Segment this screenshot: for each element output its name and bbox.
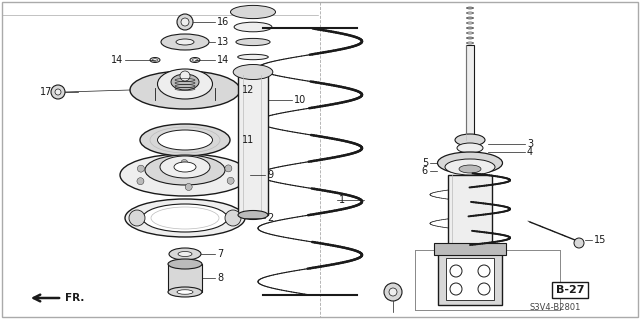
- Ellipse shape: [467, 37, 474, 39]
- Ellipse shape: [143, 204, 227, 232]
- Circle shape: [181, 160, 188, 167]
- Circle shape: [384, 283, 402, 301]
- Ellipse shape: [238, 211, 268, 219]
- Ellipse shape: [190, 57, 200, 63]
- Circle shape: [181, 18, 189, 26]
- Circle shape: [129, 210, 145, 226]
- Circle shape: [574, 238, 584, 248]
- Ellipse shape: [233, 64, 273, 79]
- Ellipse shape: [467, 32, 474, 34]
- Circle shape: [225, 165, 232, 172]
- Bar: [448, 175, 492, 255]
- Ellipse shape: [438, 152, 502, 174]
- Ellipse shape: [467, 22, 474, 24]
- Text: 16: 16: [217, 17, 229, 27]
- Bar: [168, 264, 202, 292]
- Text: 2: 2: [267, 213, 273, 223]
- Circle shape: [55, 89, 61, 95]
- Ellipse shape: [152, 59, 157, 61]
- Text: 1: 1: [339, 195, 345, 205]
- Ellipse shape: [168, 259, 202, 269]
- Ellipse shape: [467, 7, 474, 9]
- Circle shape: [389, 288, 397, 296]
- Ellipse shape: [169, 248, 201, 260]
- Ellipse shape: [157, 130, 212, 150]
- Circle shape: [138, 165, 145, 172]
- Text: 17: 17: [40, 87, 52, 97]
- Text: S3V4-B2801: S3V4-B2801: [529, 303, 580, 313]
- Ellipse shape: [467, 12, 474, 14]
- Ellipse shape: [171, 74, 199, 90]
- Ellipse shape: [177, 290, 193, 294]
- Ellipse shape: [467, 27, 474, 29]
- Ellipse shape: [125, 199, 245, 237]
- Ellipse shape: [455, 134, 485, 146]
- Circle shape: [137, 178, 144, 185]
- Bar: [438, 253, 502, 305]
- Text: 14: 14: [217, 55, 229, 65]
- Bar: [446, 258, 494, 300]
- Ellipse shape: [176, 39, 194, 45]
- Ellipse shape: [457, 143, 483, 153]
- Circle shape: [227, 177, 234, 184]
- Ellipse shape: [467, 17, 474, 19]
- Ellipse shape: [140, 124, 230, 156]
- Circle shape: [177, 14, 193, 30]
- Text: B-27: B-27: [556, 285, 584, 295]
- Ellipse shape: [150, 57, 160, 63]
- Ellipse shape: [160, 156, 210, 178]
- Text: 12: 12: [242, 85, 254, 95]
- Ellipse shape: [145, 155, 225, 185]
- Ellipse shape: [445, 159, 495, 175]
- Bar: [466, 45, 474, 140]
- Text: 10: 10: [294, 95, 307, 105]
- Ellipse shape: [236, 38, 270, 46]
- Text: 4: 4: [527, 147, 533, 157]
- Circle shape: [450, 265, 462, 277]
- Text: 9: 9: [267, 170, 273, 180]
- Text: 5: 5: [422, 158, 428, 168]
- Ellipse shape: [168, 287, 202, 297]
- Ellipse shape: [157, 69, 212, 99]
- Circle shape: [450, 283, 462, 295]
- Ellipse shape: [459, 165, 481, 173]
- Ellipse shape: [161, 34, 209, 50]
- Circle shape: [51, 85, 65, 99]
- Ellipse shape: [193, 59, 198, 61]
- Ellipse shape: [130, 71, 240, 109]
- Text: FR.: FR.: [65, 293, 84, 303]
- Ellipse shape: [174, 162, 196, 172]
- Ellipse shape: [467, 42, 474, 44]
- Circle shape: [180, 71, 190, 81]
- Text: 13: 13: [217, 37, 229, 47]
- Ellipse shape: [120, 154, 250, 196]
- Ellipse shape: [234, 22, 272, 32]
- Ellipse shape: [178, 251, 192, 256]
- Text: 8: 8: [217, 273, 223, 283]
- Circle shape: [478, 283, 490, 295]
- Text: 11: 11: [242, 135, 254, 145]
- Text: 6: 6: [422, 166, 428, 176]
- Ellipse shape: [230, 5, 275, 19]
- Circle shape: [478, 265, 490, 277]
- Text: 7: 7: [217, 249, 223, 259]
- Ellipse shape: [237, 54, 268, 60]
- Circle shape: [185, 183, 192, 190]
- Text: 3: 3: [527, 139, 533, 149]
- Bar: [238, 75, 268, 215]
- Text: 14: 14: [111, 55, 123, 65]
- Circle shape: [225, 210, 241, 226]
- Text: 15: 15: [594, 235, 606, 245]
- Bar: [434, 243, 506, 255]
